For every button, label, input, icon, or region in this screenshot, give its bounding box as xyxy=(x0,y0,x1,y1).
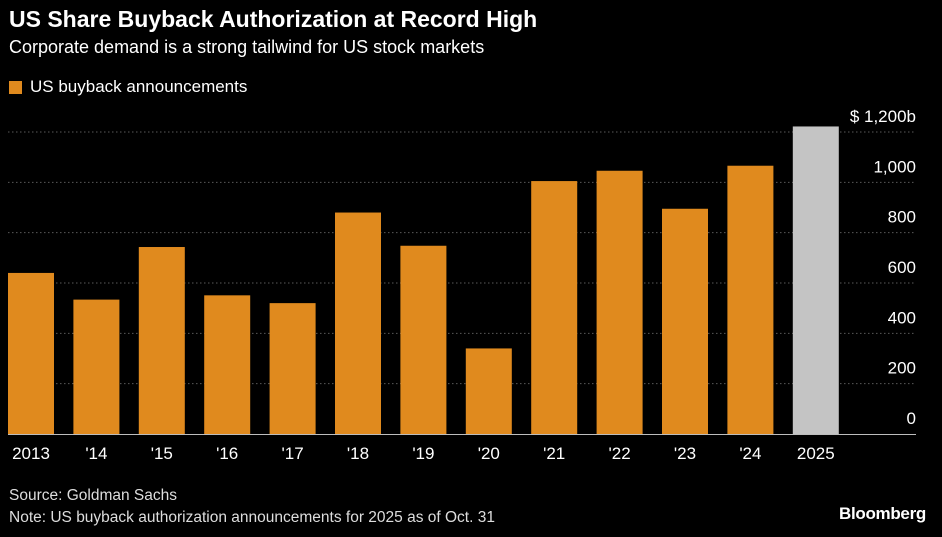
bar xyxy=(662,208,708,434)
y-tick-label: 0 xyxy=(907,409,916,428)
x-tick-label: '21 xyxy=(543,444,565,463)
bar-chart: 0 200 400 600 800 1,000 $ 1,200b 2013 '14 '15 '16 '… xyxy=(8,107,916,463)
y-tick-label: 800 xyxy=(888,208,916,227)
x-tick-label: '24 xyxy=(739,444,761,463)
bloomberg-logo: Bloomberg xyxy=(838,504,926,523)
x-tick-label: '16 xyxy=(216,444,238,463)
y-tick-label: 200 xyxy=(888,359,916,378)
bar xyxy=(73,299,120,434)
x-tick-label: '22 xyxy=(609,444,631,463)
x-tick-label: 2013 xyxy=(12,444,50,463)
chart-title: US Share Buyback Authorization at Record… xyxy=(9,6,538,32)
legend-label: US buyback announcements xyxy=(30,77,248,96)
x-tick-label: '19 xyxy=(412,444,434,463)
bar xyxy=(335,212,381,434)
y-tick-label: 600 xyxy=(888,258,916,277)
y-tick-label: $ 1,200b xyxy=(850,107,916,126)
legend-swatch xyxy=(9,80,22,94)
x-tick-label: '20 xyxy=(478,444,500,463)
x-tick-label: '17 xyxy=(282,444,304,463)
bar xyxy=(269,303,316,434)
bar xyxy=(204,295,251,434)
chart-legend: US buyback announcements xyxy=(9,77,247,97)
footnote: Note: US buyback authorization announcem… xyxy=(9,509,495,526)
y-tick-label: 400 xyxy=(888,308,916,327)
source-note: Source: Goldman Sachs xyxy=(9,487,178,504)
chart-subtitle: Corporate demand is a strong tailwind fo… xyxy=(9,37,485,57)
bar xyxy=(596,170,643,435)
bar xyxy=(400,245,447,434)
x-tick-label: '14 xyxy=(85,444,107,463)
bar xyxy=(531,181,578,434)
x-tick-label: '15 xyxy=(151,444,173,463)
x-tick-label: 2025 xyxy=(797,444,835,463)
x-tick-label: '23 xyxy=(674,444,696,463)
y-tick-label: 1,000 xyxy=(873,157,916,176)
bar xyxy=(792,126,839,435)
bar xyxy=(8,272,54,434)
x-tick-label: '18 xyxy=(347,444,369,463)
bar xyxy=(727,165,774,434)
bar xyxy=(465,348,512,434)
bar xyxy=(138,247,185,434)
